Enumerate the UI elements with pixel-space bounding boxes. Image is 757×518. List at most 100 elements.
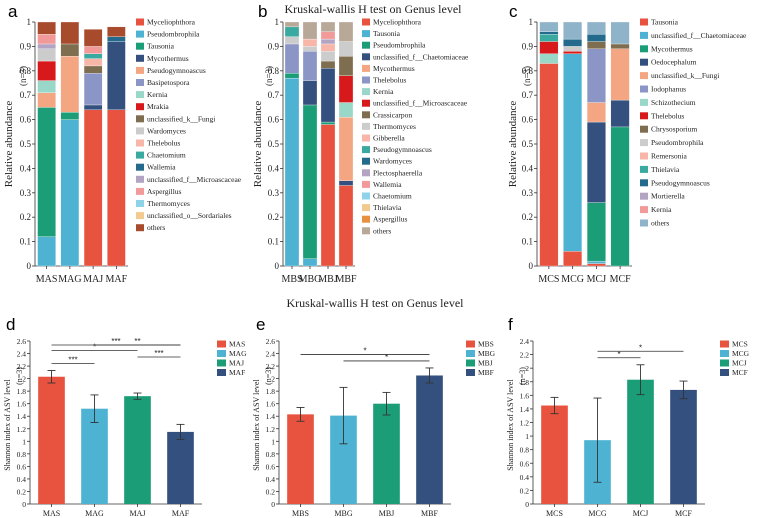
legend-label: Thelebolus bbox=[147, 139, 180, 148]
y-axis-title: Shannon index of ASV level bbox=[506, 379, 515, 471]
stack-segment-Pseudogymnoascus bbox=[284, 26, 300, 37]
legend-swatch bbox=[640, 165, 648, 173]
y-tick-label: 0.1 bbox=[522, 237, 533, 247]
y-tick-label: 1.4 bbox=[266, 412, 276, 421]
legend-label: Remersonia bbox=[651, 152, 687, 161]
stack-segment-Pseudogymnoascus bbox=[37, 92, 56, 108]
legend-label: Oedocephalum bbox=[651, 58, 697, 67]
significance-label: *** bbox=[111, 337, 120, 346]
y-tick-label: 0.6 bbox=[522, 115, 534, 125]
legend-label: Mycothermus bbox=[651, 44, 693, 53]
legend-swatch bbox=[136, 127, 144, 135]
x-category-label: MAS bbox=[43, 509, 60, 518]
stack-segment-Thelebolus bbox=[563, 51, 583, 54]
y-tick-label: 1 bbox=[525, 432, 529, 441]
stack-segment-Pseudombrophila bbox=[37, 236, 56, 267]
y-tick-label: 0.1 bbox=[20, 237, 31, 247]
y-tick-label: 0.9 bbox=[20, 41, 32, 51]
stack-segment-Mycothermus bbox=[586, 202, 606, 262]
y-tick-label: 1.2 bbox=[17, 425, 27, 434]
n-label: (n=3) bbox=[518, 367, 527, 385]
legend-label: MBF bbox=[478, 368, 494, 377]
significance-label: * bbox=[93, 342, 96, 351]
legend-swatch bbox=[136, 103, 144, 111]
chart-title: Kruskal-wallis H test on Genus level bbox=[285, 2, 463, 16]
stack-segment-others bbox=[37, 21, 56, 35]
y-axis-title: Relative abundance bbox=[507, 101, 519, 188]
legend-label: MBS bbox=[478, 340, 494, 349]
stack-segment-Basipetospora bbox=[83, 73, 103, 106]
legend-swatch bbox=[362, 146, 370, 154]
legend-swatch bbox=[136, 200, 144, 207]
stack-segment-others bbox=[586, 21, 606, 35]
y-tick-label: 0.9 bbox=[268, 41, 280, 51]
n-label: (n=3) bbox=[18, 66, 28, 86]
x-category-label: MBG bbox=[334, 509, 352, 518]
stack-segment-Schizothecium bbox=[539, 53, 559, 64]
stack-segment-Pseudombrophila bbox=[60, 119, 80, 267]
stack-segment-Myceliophthora bbox=[320, 124, 336, 267]
legend-swatch bbox=[136, 18, 144, 26]
x-category-label: MBJ bbox=[379, 509, 395, 518]
stack-segment-Tausonia bbox=[302, 258, 318, 267]
legend-swatch bbox=[640, 192, 648, 200]
legend-swatch bbox=[362, 169, 370, 177]
legend-swatch bbox=[136, 139, 144, 147]
legend-label: MCG bbox=[732, 349, 750, 358]
stack-segment-Crassicarpon bbox=[320, 60, 336, 69]
stack-segment-unclassified_k__Fungi bbox=[60, 43, 80, 57]
y-tick-label: 1.6 bbox=[266, 400, 276, 409]
stack-segment-Gibberella bbox=[320, 43, 336, 52]
y-tick-label: 2.2 bbox=[520, 351, 530, 360]
stack-segment-Mycothermus bbox=[83, 104, 103, 110]
legend-label: Pseudombrophila bbox=[147, 30, 200, 39]
legend-label: Kernia bbox=[651, 205, 672, 214]
y-tick-label: 2 bbox=[271, 375, 275, 384]
diversity-bar-MAG bbox=[81, 408, 108, 504]
legend-swatch bbox=[362, 157, 370, 165]
legend-swatch bbox=[362, 99, 370, 107]
y-axis-title: Shannon index of ASV level bbox=[252, 379, 261, 471]
legend-swatch bbox=[217, 359, 226, 367]
stack-segment-unclassified_k__Fungi bbox=[83, 65, 103, 74]
legend-label: Gibberella bbox=[373, 134, 405, 143]
stack-segment-Chaetomium bbox=[83, 53, 103, 59]
y-tick-label: 0.4 bbox=[268, 163, 280, 173]
diversity-bar-MAS bbox=[38, 376, 65, 504]
y-tick-label: 0.2 bbox=[17, 487, 27, 496]
stack-segment-Mycothermus bbox=[107, 41, 126, 110]
legend-swatch bbox=[720, 350, 729, 357]
x-category-label: MBJ bbox=[318, 274, 338, 285]
y-tick-label: 1 bbox=[271, 437, 275, 446]
legend-label: Kernia bbox=[373, 87, 394, 96]
y-tick-label: 2 bbox=[525, 364, 529, 373]
legend-swatch bbox=[640, 139, 648, 147]
stack-segment-Thelebolus bbox=[83, 58, 103, 67]
n-label: (n=3) bbox=[522, 66, 532, 86]
legend-swatch bbox=[362, 30, 370, 38]
stack-segment-others bbox=[284, 21, 300, 28]
legend-label: Thelebolus bbox=[373, 76, 406, 85]
x-category-label: MAJ bbox=[129, 509, 145, 518]
x-category-label: MAJ bbox=[83, 274, 103, 285]
stack-segment-Myceliophthora bbox=[107, 109, 126, 267]
stack-segment-Myceliophthora bbox=[338, 185, 354, 267]
significance-label: ** bbox=[134, 337, 140, 346]
legend-label: MAJ bbox=[229, 359, 244, 368]
y-tick-label: 1.6 bbox=[17, 400, 27, 409]
legend-swatch bbox=[466, 369, 475, 376]
legend-swatch bbox=[466, 340, 475, 348]
stack-segment-others bbox=[563, 21, 583, 40]
stack-segment-others bbox=[83, 29, 103, 47]
stack-segment-Oedocephalum bbox=[586, 121, 606, 203]
legend-label: Wallemia bbox=[147, 163, 176, 172]
x-category-label: MBS bbox=[292, 509, 309, 518]
legend-label: Wardomyces bbox=[147, 126, 186, 135]
legend-label: Mortierella bbox=[651, 192, 685, 201]
legend-label: Thelebolus bbox=[651, 111, 684, 120]
legend-swatch bbox=[136, 66, 144, 74]
legend-label: Pseudogymnoascus bbox=[651, 178, 710, 187]
n-label: (n=3) bbox=[264, 66, 274, 86]
x-category-label: MCJ bbox=[587, 274, 607, 285]
legend-label: unclassified_f__Chaetomiaceae bbox=[651, 31, 747, 40]
